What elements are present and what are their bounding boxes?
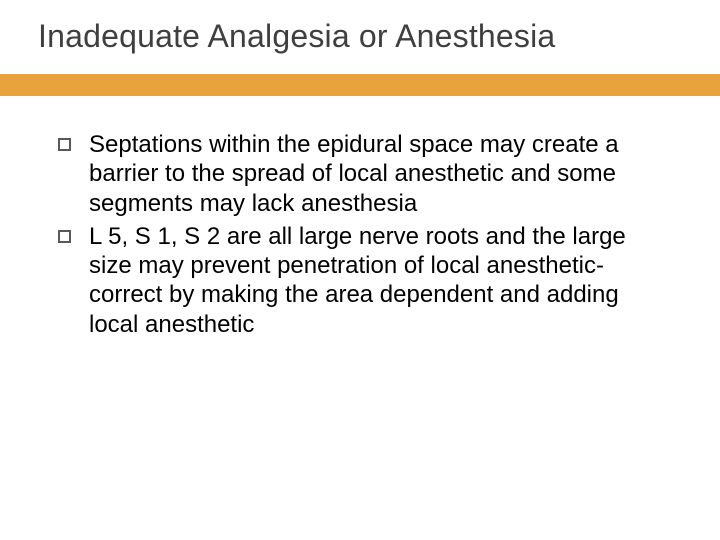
list-item: L 5, S 1, S 2 are all large nerve roots … (58, 222, 660, 339)
slide: Inadequate Analgesia or Anesthesia Septa… (0, 0, 720, 540)
bullet-marker-icon (58, 230, 71, 243)
accent-block (0, 74, 36, 96)
content-area: Septations within the epidural space may… (58, 130, 660, 343)
bullet-marker-icon (58, 138, 71, 151)
list-item: Septations within the epidural space may… (58, 130, 660, 218)
slide-title: Inadequate Analgesia or Anesthesia (38, 18, 682, 55)
horizontal-rule (36, 74, 720, 96)
bullet-text: Septations within the epidural space may… (89, 130, 660, 218)
bullet-text: L 5, S 1, S 2 are all large nerve roots … (89, 222, 660, 339)
